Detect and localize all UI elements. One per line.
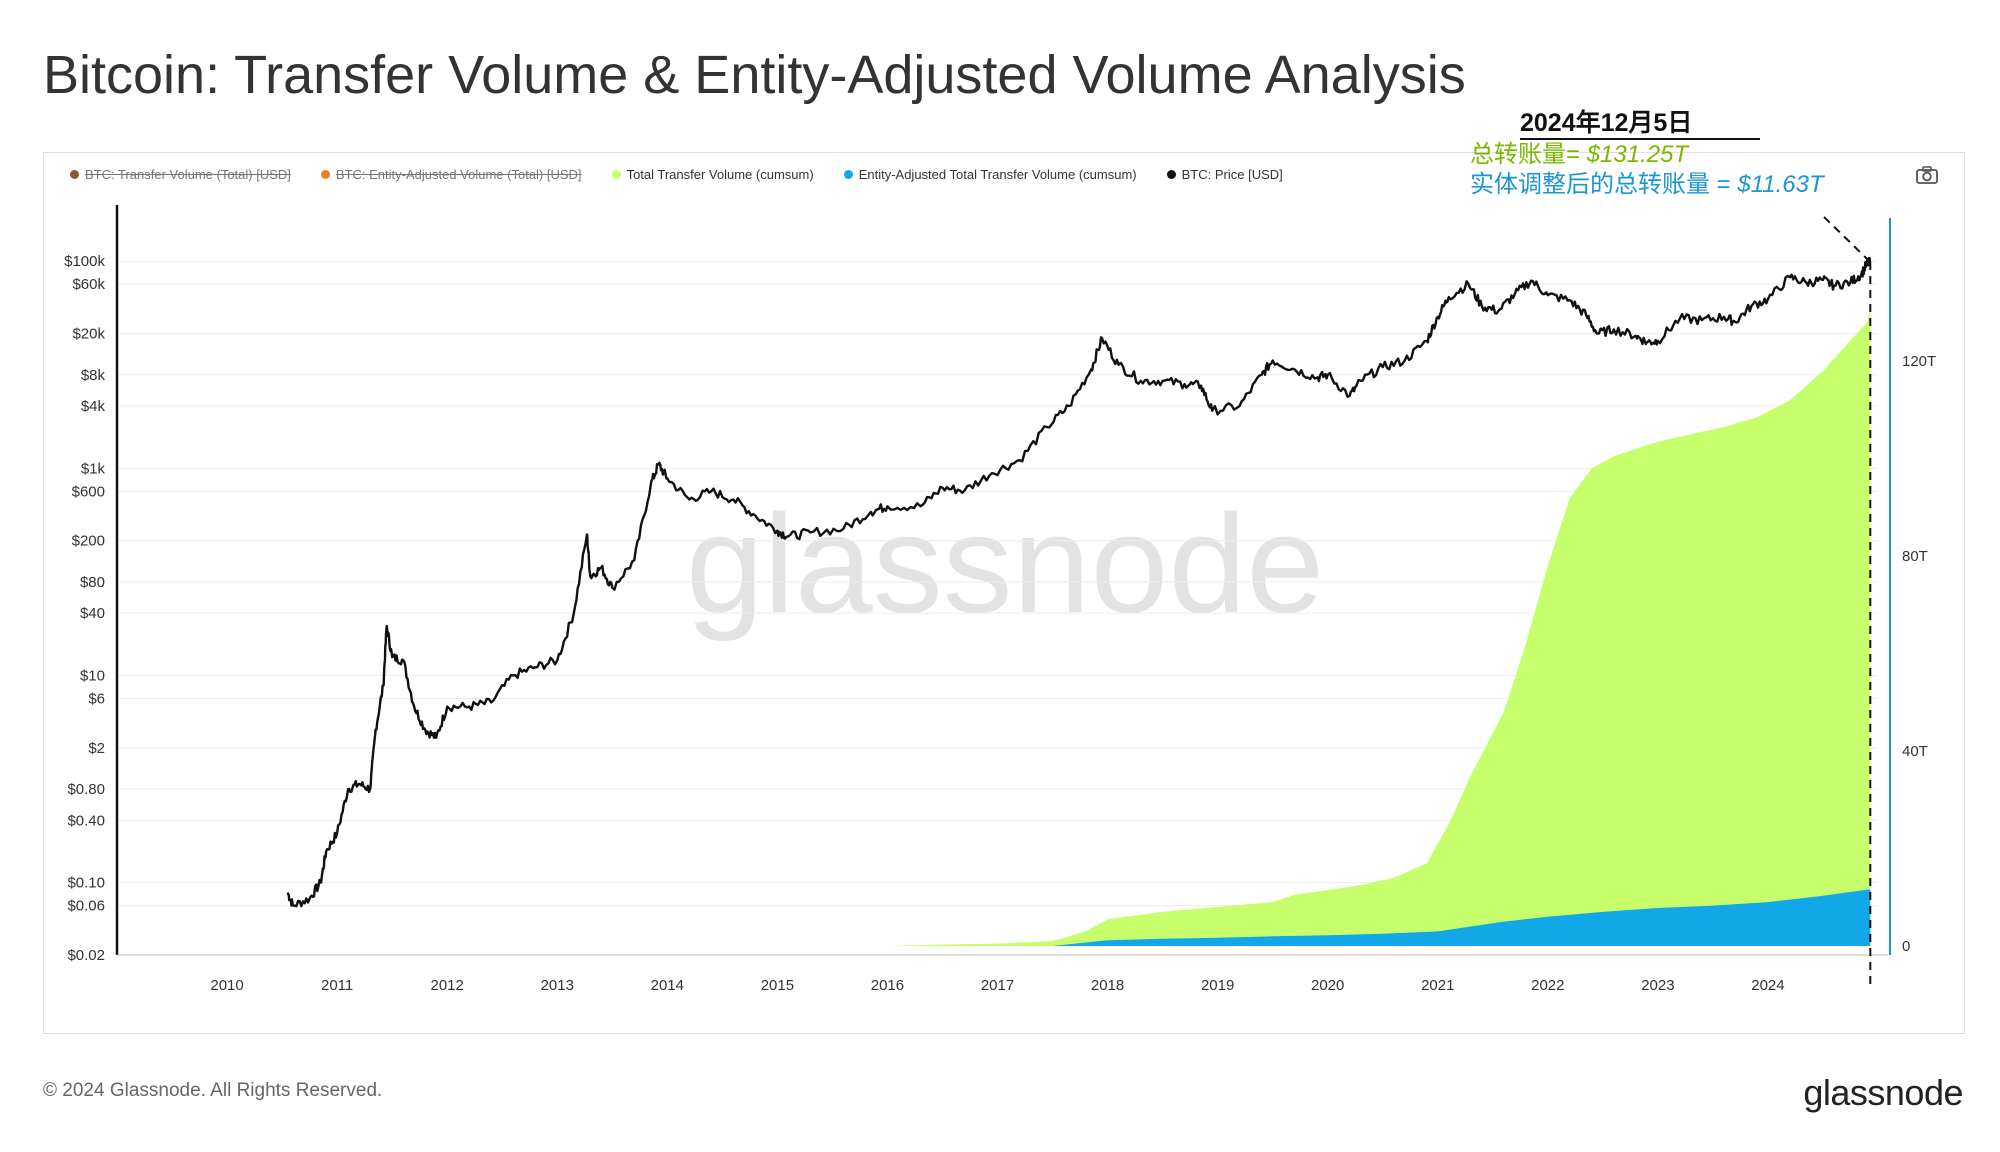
x-tick-label: 2019 [1201, 977, 1234, 994]
right-tick-label: 80T [1902, 548, 1928, 565]
legend-dot [611, 169, 621, 179]
left-tick-label: $0.40 [67, 812, 105, 829]
page-title: Bitcoin: Transfer Volume & Entity-Adjust… [43, 45, 1466, 105]
left-tick-label: $0.10 [67, 875, 105, 892]
chart-legend: BTC: Transfer Volume (Total) [USD] BTC: … [70, 164, 1283, 184]
legend-label: BTC: Price [USD] [1181, 166, 1283, 182]
right-tick-label: 120T [1902, 353, 1936, 370]
left-tick-label: $4k [81, 398, 106, 415]
annotation-entity: 实体调整后的总转账量 = $11.63T [1470, 170, 1824, 200]
btc-price-line [286, 256, 1872, 908]
camera-icon[interactable] [1916, 166, 1938, 184]
x-tick-label: 2017 [981, 977, 1014, 994]
x-tick-label: 2024 [1751, 977, 1784, 994]
legend-label: BTC: Entity-Adjusted Volume (Total) [USD… [335, 166, 582, 182]
annotation-pointer-line [1823, 216, 1871, 263]
legend-dot [320, 169, 330, 179]
x-tick-label: 2011 [321, 977, 353, 994]
x-tick-label: 2023 [1641, 977, 1674, 994]
left-tick-label: $60k [72, 276, 105, 293]
left-tick-label: $100k [64, 253, 105, 270]
x-tick-label: 2010 [210, 977, 243, 994]
legend-label: Entity-Adjusted Total Transfer Volume (c… [858, 166, 1137, 182]
legend-item-transfer-volume[interactable]: BTC: Transfer Volume (Total) [USD] [70, 167, 291, 182]
footer-copyright: © 2024 Glassnode. All Rights Reserved. [43, 1080, 383, 1101]
left-tick-label: $8k [81, 367, 106, 384]
x-tick-label: 2021 [1421, 977, 1454, 994]
legend-item-btc-price[interactable]: BTC: Price [USD] [1166, 166, 1283, 182]
left-tick-label: $2 [88, 740, 105, 757]
left-tick-label: $40 [80, 605, 105, 622]
left-tick-label: $0.02 [67, 947, 105, 964]
left-tick-label: $80 [80, 574, 105, 591]
watermark: glassnode [686, 485, 1324, 642]
latest-value-annotation: 2024年12月5日 总转账量= $131.25T 实体调整后的总转账量 = $… [1470, 108, 1824, 200]
annotation-total-value: $131.25T [1586, 141, 1689, 168]
left-tick-label: $20k [72, 326, 105, 343]
left-tick-label: $600 [72, 483, 105, 500]
right-tick-label: 40T [1902, 743, 1928, 760]
annotation-total-label: 总转账量= [1470, 141, 1587, 168]
left-tick-label: $1k [81, 460, 106, 477]
footer-logo[interactable]: glassnode [1803, 1072, 1963, 1113]
x-tick-label: 2020 [1311, 977, 1344, 994]
legend-dot [1166, 169, 1176, 179]
x-tick-label: 2015 [761, 977, 794, 994]
legend-item-entity-adjusted-volume[interactable]: BTC: Entity-Adjusted Volume (Total) [USD… [320, 166, 582, 182]
x-tick-label: 2013 [541, 977, 574, 994]
left-tick-label: $6 [88, 690, 105, 707]
x-tick-label: 2022 [1531, 977, 1564, 994]
annotation-date: 2024年12月5日 [1520, 108, 1760, 140]
x-tick-label: 2014 [651, 977, 684, 994]
left-tick-label: $10 [80, 667, 105, 684]
legend-dot [843, 169, 853, 179]
annotation-total: 总转账量= $131.25T [1470, 140, 1770, 170]
x-tick-label: 2012 [431, 977, 464, 994]
legend-item-entity-cumsum[interactable]: Entity-Adjusted Total Transfer Volume (c… [843, 166, 1137, 182]
legend-dot [70, 169, 79, 179]
left-tick-label: $200 [72, 533, 105, 550]
total-transfer-volume-area [887, 306, 1871, 946]
entity-adjusted-volume-area [1052, 889, 1871, 946]
x-tick-label: 2018 [1091, 977, 1124, 994]
legend-label: Total Transfer Volume (cumsum) [626, 166, 814, 182]
right-tick-label: 0 [1902, 938, 1910, 955]
left-tick-label: $0.80 [67, 781, 105, 798]
legend-label: BTC: Transfer Volume (Total) [USD] [85, 166, 291, 182]
annotation-entity-label: 实体调整后的总转账量 = [1470, 171, 1738, 198]
annotation-entity-value: $11.63T [1737, 171, 1824, 198]
left-tick-label: $0.06 [67, 898, 105, 915]
legend-item-total-cumsum[interactable]: Total Transfer Volume (cumsum) [611, 166, 814, 182]
x-tick-label: 2016 [871, 977, 904, 994]
